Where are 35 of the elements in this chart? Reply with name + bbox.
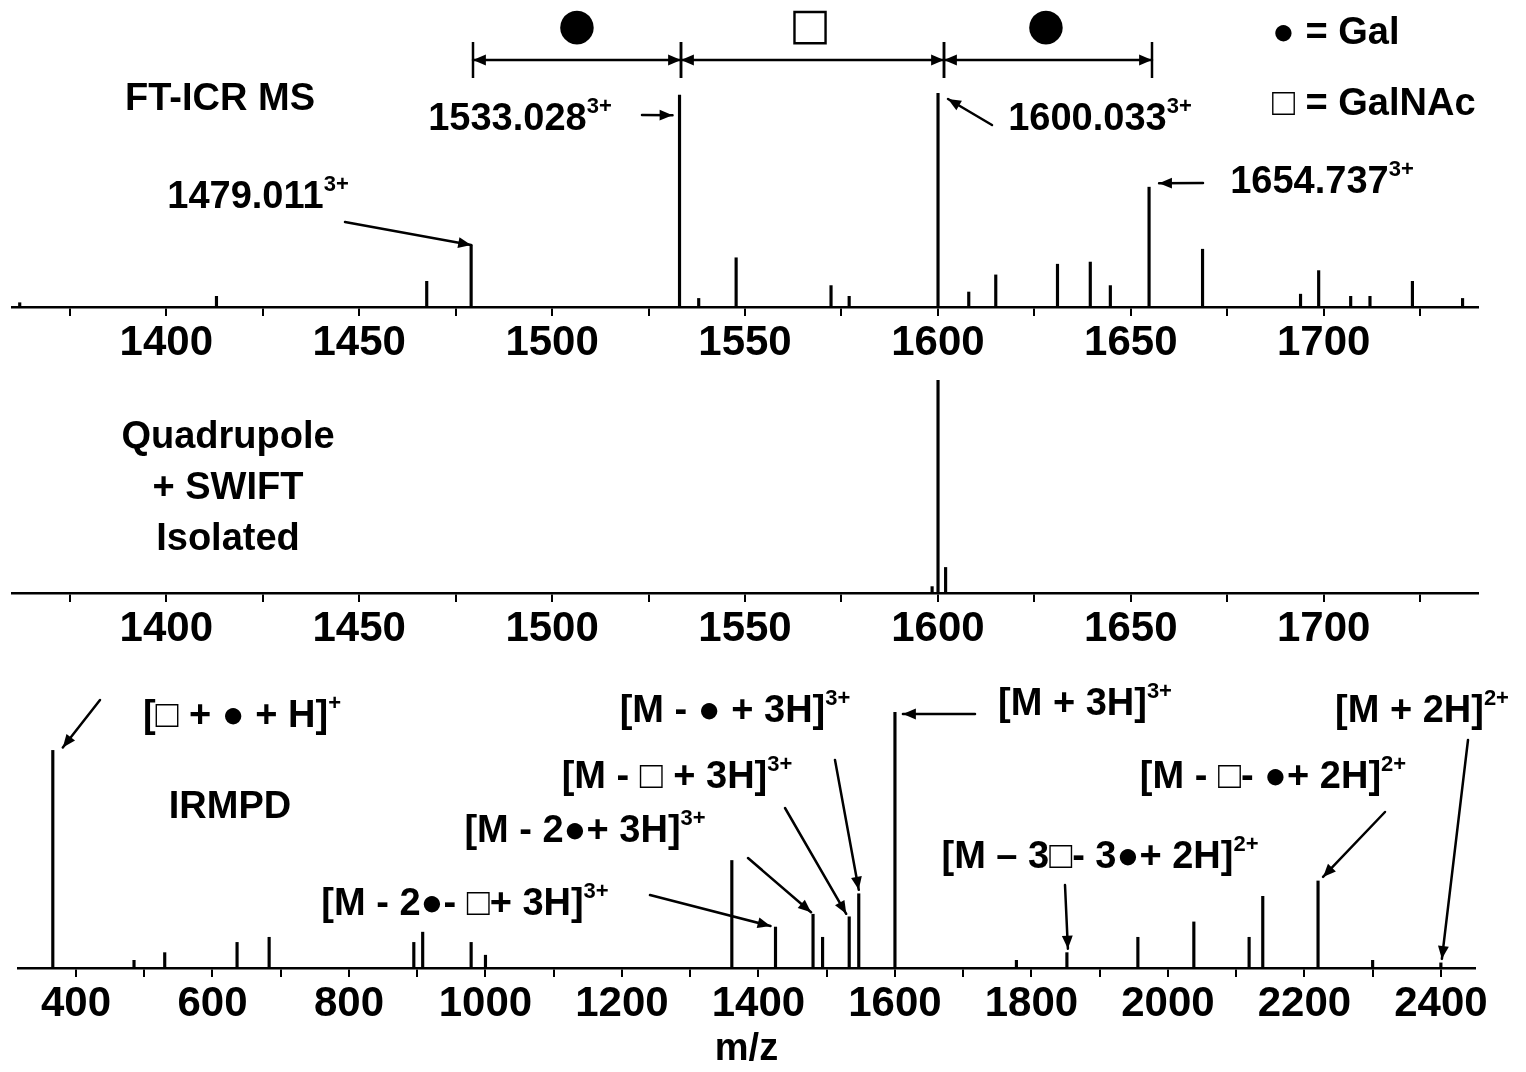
x-tick-label: 1650 (1084, 602, 1178, 650)
x-tick-label: 1500 (505, 602, 599, 650)
x-tick-label: 2400 (1394, 977, 1488, 1025)
text: ● = Gal (1272, 10, 1400, 53)
x-tick-label: 1700 (1276, 316, 1371, 364)
x-tick-label: 800 (313, 977, 385, 1025)
x-tick-label: 1550 (698, 316, 792, 364)
text: ● (1026, 0, 1066, 50)
x-tick-label: 600 (177, 977, 248, 1025)
text: □ (789, 0, 831, 50)
x-tick-label: 1600 (891, 602, 985, 650)
x-tick-label: 1700 (1276, 602, 1371, 650)
x-tick-label: 1600 (891, 316, 985, 364)
x-tick-label: 2200 (1257, 977, 1352, 1025)
x-tick-label: 1550 (698, 602, 792, 650)
x-tick-label: 1400 (711, 977, 806, 1025)
x-axis-title: m/z (714, 1025, 779, 1068)
x-tick-label: 1400 (119, 602, 214, 650)
chart-title: FT-ICR MS (125, 76, 315, 119)
x-tick-label: 400 (40, 977, 112, 1025)
x-tick-label: 1600 (848, 977, 942, 1025)
x-tick-label: 1800 (984, 977, 1079, 1025)
text: IRMPD (168, 784, 292, 827)
x-tick-label: 1400 (119, 316, 214, 364)
x-tick-label: 1200 (575, 977, 669, 1025)
text: Quadrupole + SWIFT Isolated (121, 414, 335, 559)
x-tick-label: 1500 (505, 316, 599, 364)
x-tick-label: 2000 (1121, 977, 1215, 1025)
x-tick-label: 1000 (438, 977, 533, 1025)
annotation: [□ + ● + H]+ (142, 690, 342, 736)
text: ● (557, 0, 597, 50)
x-tick-label: 1450 (312, 316, 406, 364)
x-tick-label: 1650 (1084, 316, 1178, 364)
x-tick-label: 1450 (312, 602, 406, 650)
annotation: □ = GalNAc (1272, 81, 1476, 124)
